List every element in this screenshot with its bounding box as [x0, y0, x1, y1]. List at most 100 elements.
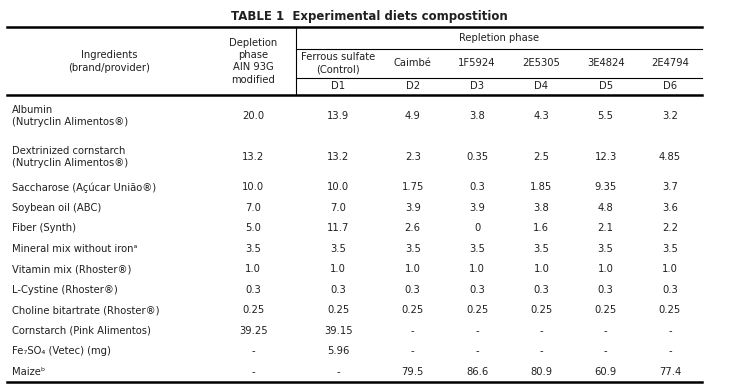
Text: 3.8: 3.8 [534, 203, 549, 213]
Text: Albumin
(Nutryclin Alimentos®): Albumin (Nutryclin Alimentos®) [12, 105, 128, 126]
Text: 3.9: 3.9 [405, 203, 420, 213]
Text: Fiber (Synth): Fiber (Synth) [12, 223, 76, 233]
Text: Choline bitartrate (Rhoster®): Choline bitartrate (Rhoster®) [12, 305, 160, 315]
Text: Vitamin mix (Rhoster®): Vitamin mix (Rhoster®) [12, 264, 132, 274]
Text: 13.2: 13.2 [242, 152, 265, 161]
Text: 0.25: 0.25 [327, 305, 350, 315]
Text: 1.0: 1.0 [405, 264, 420, 274]
Text: 2.5: 2.5 [534, 152, 549, 161]
Text: 1.0: 1.0 [534, 264, 549, 274]
Text: -: - [668, 326, 672, 336]
Text: 0.3: 0.3 [330, 285, 346, 295]
Text: -: - [668, 346, 672, 357]
Text: 2E4794: 2E4794 [651, 58, 689, 68]
Text: 5.96: 5.96 [327, 346, 350, 357]
Text: 3E4824: 3E4824 [587, 58, 624, 68]
Text: -: - [539, 346, 543, 357]
Text: 3.8: 3.8 [469, 111, 485, 121]
Text: 2.2: 2.2 [662, 223, 678, 233]
Text: D5: D5 [599, 81, 613, 91]
Text: 0.3: 0.3 [662, 285, 678, 295]
Text: 13.2: 13.2 [327, 152, 350, 161]
Text: 0.25: 0.25 [594, 305, 617, 315]
Text: 0.3: 0.3 [469, 182, 485, 192]
Text: 1.75: 1.75 [401, 182, 424, 192]
Text: 10.0: 10.0 [327, 182, 349, 192]
Text: 2.3: 2.3 [405, 152, 420, 161]
Text: 3.6: 3.6 [662, 203, 678, 213]
Text: Soybean oil (ABC): Soybean oil (ABC) [12, 203, 101, 213]
Text: 7.0: 7.0 [330, 203, 346, 213]
Text: D3: D3 [470, 81, 484, 91]
Text: 12.3: 12.3 [594, 152, 617, 161]
Text: 39.15: 39.15 [324, 326, 353, 336]
Text: -: - [411, 326, 415, 336]
Text: -: - [604, 346, 607, 357]
Text: 3.2: 3.2 [662, 111, 678, 121]
Text: -: - [475, 326, 479, 336]
Text: D6: D6 [663, 81, 677, 91]
Text: Repletion phase: Repletion phase [459, 33, 539, 43]
Text: 60.9: 60.9 [594, 367, 617, 377]
Text: -: - [604, 326, 607, 336]
Text: Dextrinized cornstarch
(Nutryclin Alimentos®): Dextrinized cornstarch (Nutryclin Alimen… [12, 146, 128, 168]
Text: 9.35: 9.35 [594, 182, 617, 192]
Text: D2: D2 [406, 81, 420, 91]
Text: Cornstarch (Pink Alimentos): Cornstarch (Pink Alimentos) [12, 326, 151, 336]
Text: 4.3: 4.3 [534, 111, 549, 121]
Text: 0.35: 0.35 [466, 152, 488, 161]
Text: 1.85: 1.85 [530, 182, 553, 192]
Text: 1.0: 1.0 [598, 264, 613, 274]
Text: 1.0: 1.0 [245, 264, 261, 274]
Text: Maizeᵇ: Maizeᵇ [12, 367, 45, 377]
Text: 2.6: 2.6 [405, 223, 420, 233]
Text: 4.8: 4.8 [598, 203, 613, 213]
Text: 13.9: 13.9 [327, 111, 350, 121]
Text: 3.5: 3.5 [662, 244, 678, 254]
Text: 4.9: 4.9 [405, 111, 420, 121]
Text: Depletion
phase
AIN 93G
modified: Depletion phase AIN 93G modified [229, 38, 277, 85]
Text: 0.3: 0.3 [469, 285, 485, 295]
Text: 3.7: 3.7 [662, 182, 678, 192]
Text: 0.25: 0.25 [242, 305, 265, 315]
Text: -: - [251, 367, 255, 377]
Text: Caimbé: Caimbé [394, 58, 432, 68]
Text: 3.9: 3.9 [469, 203, 485, 213]
Text: 0.25: 0.25 [466, 305, 488, 315]
Text: 0.25: 0.25 [401, 305, 424, 315]
Text: 3.5: 3.5 [245, 244, 261, 254]
Text: 0.3: 0.3 [245, 285, 261, 295]
Text: -: - [411, 346, 415, 357]
Text: 0.25: 0.25 [658, 305, 681, 315]
Text: -: - [539, 326, 543, 336]
Text: 0.3: 0.3 [534, 285, 549, 295]
Text: TABLE 1  Experimental diets compostition: TABLE 1 Experimental diets compostition [231, 10, 508, 23]
Text: 79.5: 79.5 [401, 367, 424, 377]
Text: D4: D4 [534, 81, 548, 91]
Text: 80.9: 80.9 [531, 367, 552, 377]
Text: 3.5: 3.5 [405, 244, 420, 254]
Text: Fe₇SO₄ (Vetec) (mg): Fe₇SO₄ (Vetec) (mg) [12, 346, 111, 357]
Text: -: - [475, 346, 479, 357]
Text: 20.0: 20.0 [242, 111, 264, 121]
Text: 39.25: 39.25 [239, 326, 268, 336]
Text: 2E5305: 2E5305 [522, 58, 560, 68]
Text: 3.5: 3.5 [598, 244, 613, 254]
Text: -: - [336, 367, 340, 377]
Text: Mineral mix without ironᵃ: Mineral mix without ironᵃ [12, 244, 137, 254]
Text: 0.3: 0.3 [405, 285, 420, 295]
Text: L-Cystine (Rhoster®): L-Cystine (Rhoster®) [12, 285, 118, 295]
Text: 5.0: 5.0 [245, 223, 261, 233]
Text: 0.3: 0.3 [598, 285, 613, 295]
Text: 86.6: 86.6 [466, 367, 488, 377]
Text: 1F5924: 1F5924 [458, 58, 496, 68]
Text: D1: D1 [331, 81, 345, 91]
Text: 11.7: 11.7 [327, 223, 350, 233]
Text: 0: 0 [474, 223, 480, 233]
Text: 3.5: 3.5 [469, 244, 485, 254]
Text: 77.4: 77.4 [658, 367, 681, 377]
Text: 10.0: 10.0 [242, 182, 264, 192]
Text: 0.25: 0.25 [530, 305, 553, 315]
Text: Ingredients
(brand/provider): Ingredients (brand/provider) [68, 50, 150, 73]
Text: 3.5: 3.5 [330, 244, 346, 254]
